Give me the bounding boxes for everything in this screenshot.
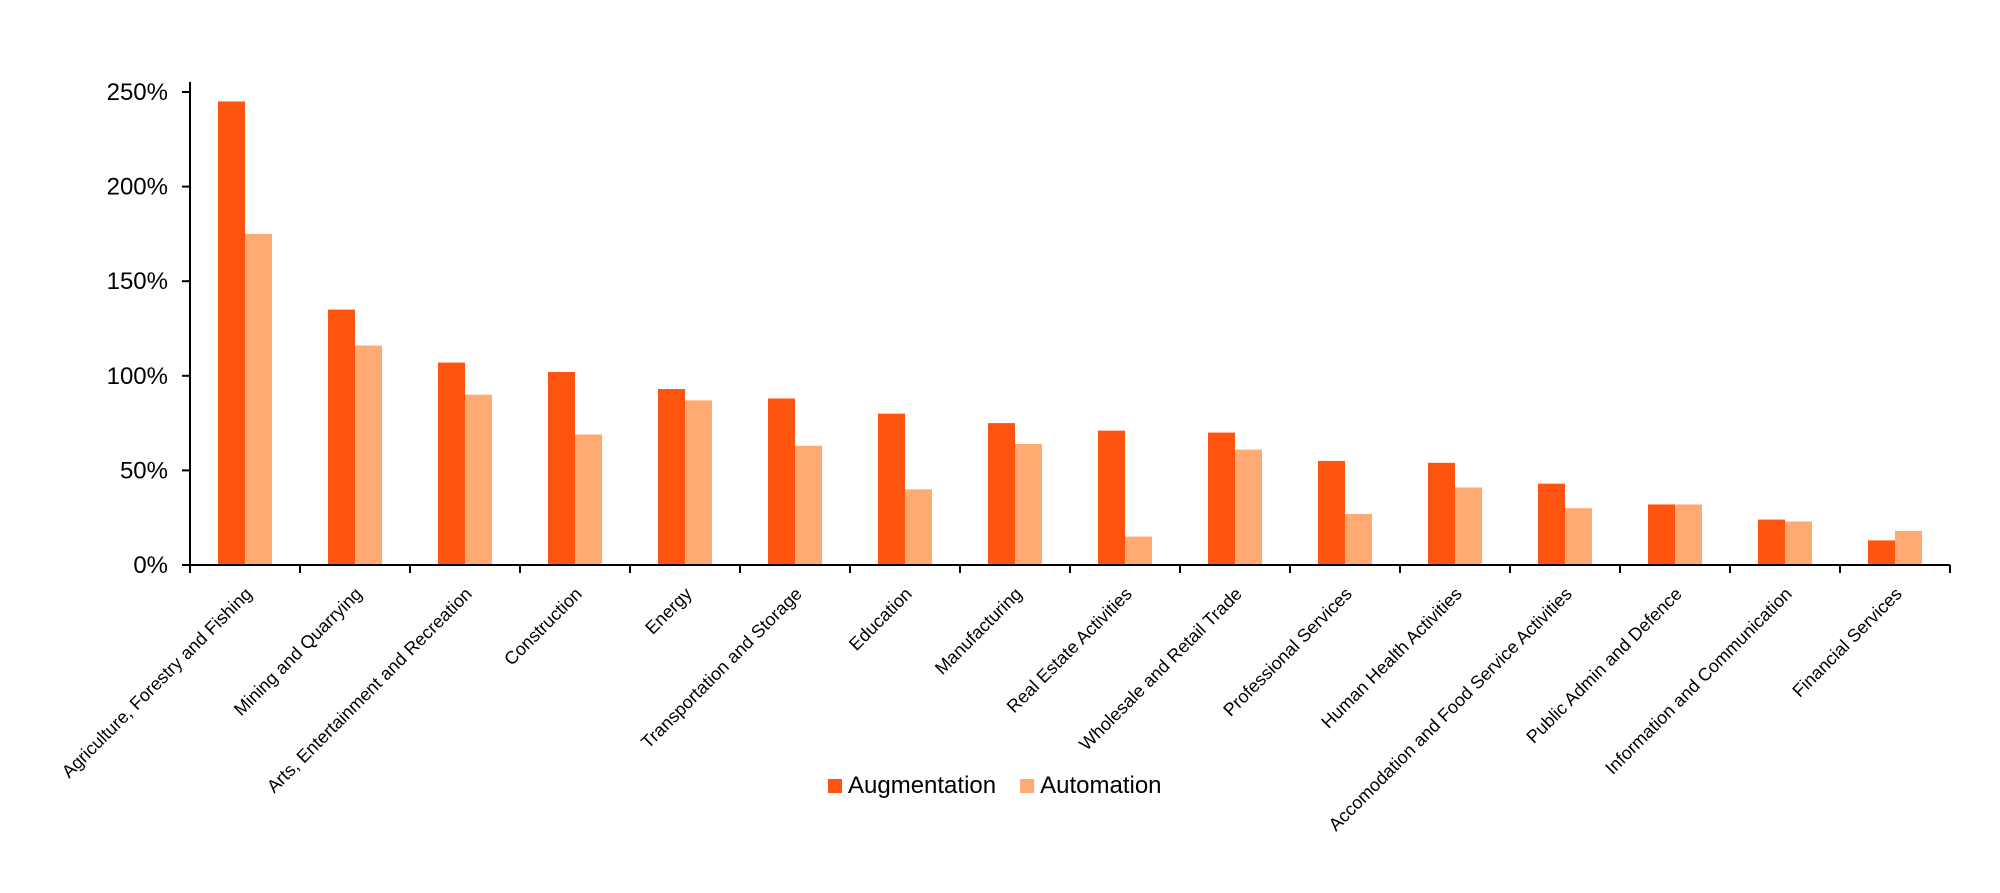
y-tick-label: 50% (120, 457, 168, 484)
y-tick-label: 100% (107, 363, 168, 390)
bar-automation-5 (795, 445, 822, 565)
bar-automation-2 (465, 394, 492, 565)
x-category-label: Agriculture, Forestry and Fishing (58, 584, 256, 782)
x-category-label: Arts, Entertainment and Recreation (263, 584, 476, 797)
bar-augmentation-4 (658, 389, 685, 565)
bar-automation-13 (1675, 504, 1702, 565)
legend-label-augmentation: Augmentation (848, 772, 996, 799)
y-tick-label: 200% (107, 174, 168, 201)
y-tick-label: 150% (107, 268, 168, 295)
x-category-label: Real Estate Activities (1003, 584, 1136, 717)
bar-augmentation-5 (768, 398, 795, 565)
x-category-label: Information and Communication (1601, 584, 1796, 779)
x-axis: Agriculture, Forestry and FishingMining … (58, 564, 1951, 835)
bar-augmentation-15 (1868, 540, 1895, 565)
y-tick-label: 0% (133, 552, 168, 579)
bar-augmentation-9 (1208, 432, 1235, 565)
legend-swatch-automation (1020, 779, 1035, 793)
bar-automation-11 (1455, 487, 1482, 565)
y-tick-label: 250% (107, 79, 168, 106)
bar-augmentation-8 (1098, 430, 1125, 565)
bar-automation-4 (685, 400, 712, 565)
x-category-label: Construction (500, 584, 586, 670)
x-category-label: Education (845, 584, 916, 655)
bar-augmentation-13 (1648, 504, 1675, 565)
bars (218, 101, 1922, 566)
bar-automation-8 (1125, 536, 1152, 565)
legend-swatch-augmentation (828, 779, 842, 793)
bar-automation-6 (905, 489, 932, 565)
bar-augmentation-2 (438, 362, 465, 565)
x-category-label: Energy (641, 584, 695, 638)
bar-automation-14 (1785, 521, 1812, 565)
bar-augmentation-6 (878, 413, 905, 565)
bar-automation-15 (1895, 530, 1922, 565)
bar-augmentation-14 (1758, 519, 1785, 565)
x-category-label: Manufacturing (931, 584, 1026, 679)
bar-automation-7 (1015, 443, 1042, 565)
bar-augmentation-3 (548, 372, 575, 565)
bar-automation-9 (1235, 449, 1262, 565)
bar-augmentation-10 (1318, 460, 1345, 565)
x-category-label: Accomodation and Food Service Activities (1325, 584, 1576, 835)
y-axis: 0% 50% 100% 150% 200% 250% (107, 79, 191, 579)
bar-automation-1 (355, 345, 382, 565)
legend-label-automation: Automation (1040, 772, 1161, 799)
bar-augmentation-11 (1428, 462, 1455, 565)
bar-automation-0 (245, 233, 272, 565)
legend: Augmentation Automation (828, 772, 1162, 799)
bar-augmentation-0 (218, 101, 245, 566)
bar-automation-12 (1565, 508, 1592, 565)
bar-augmentation-1 (328, 309, 355, 565)
x-category-label: Financial Services (1788, 584, 1905, 701)
bar-augmentation-12 (1538, 483, 1565, 565)
bar-automation-3 (575, 434, 602, 565)
bar-automation-10 (1345, 513, 1372, 565)
bar-augmentation-7 (988, 423, 1015, 565)
